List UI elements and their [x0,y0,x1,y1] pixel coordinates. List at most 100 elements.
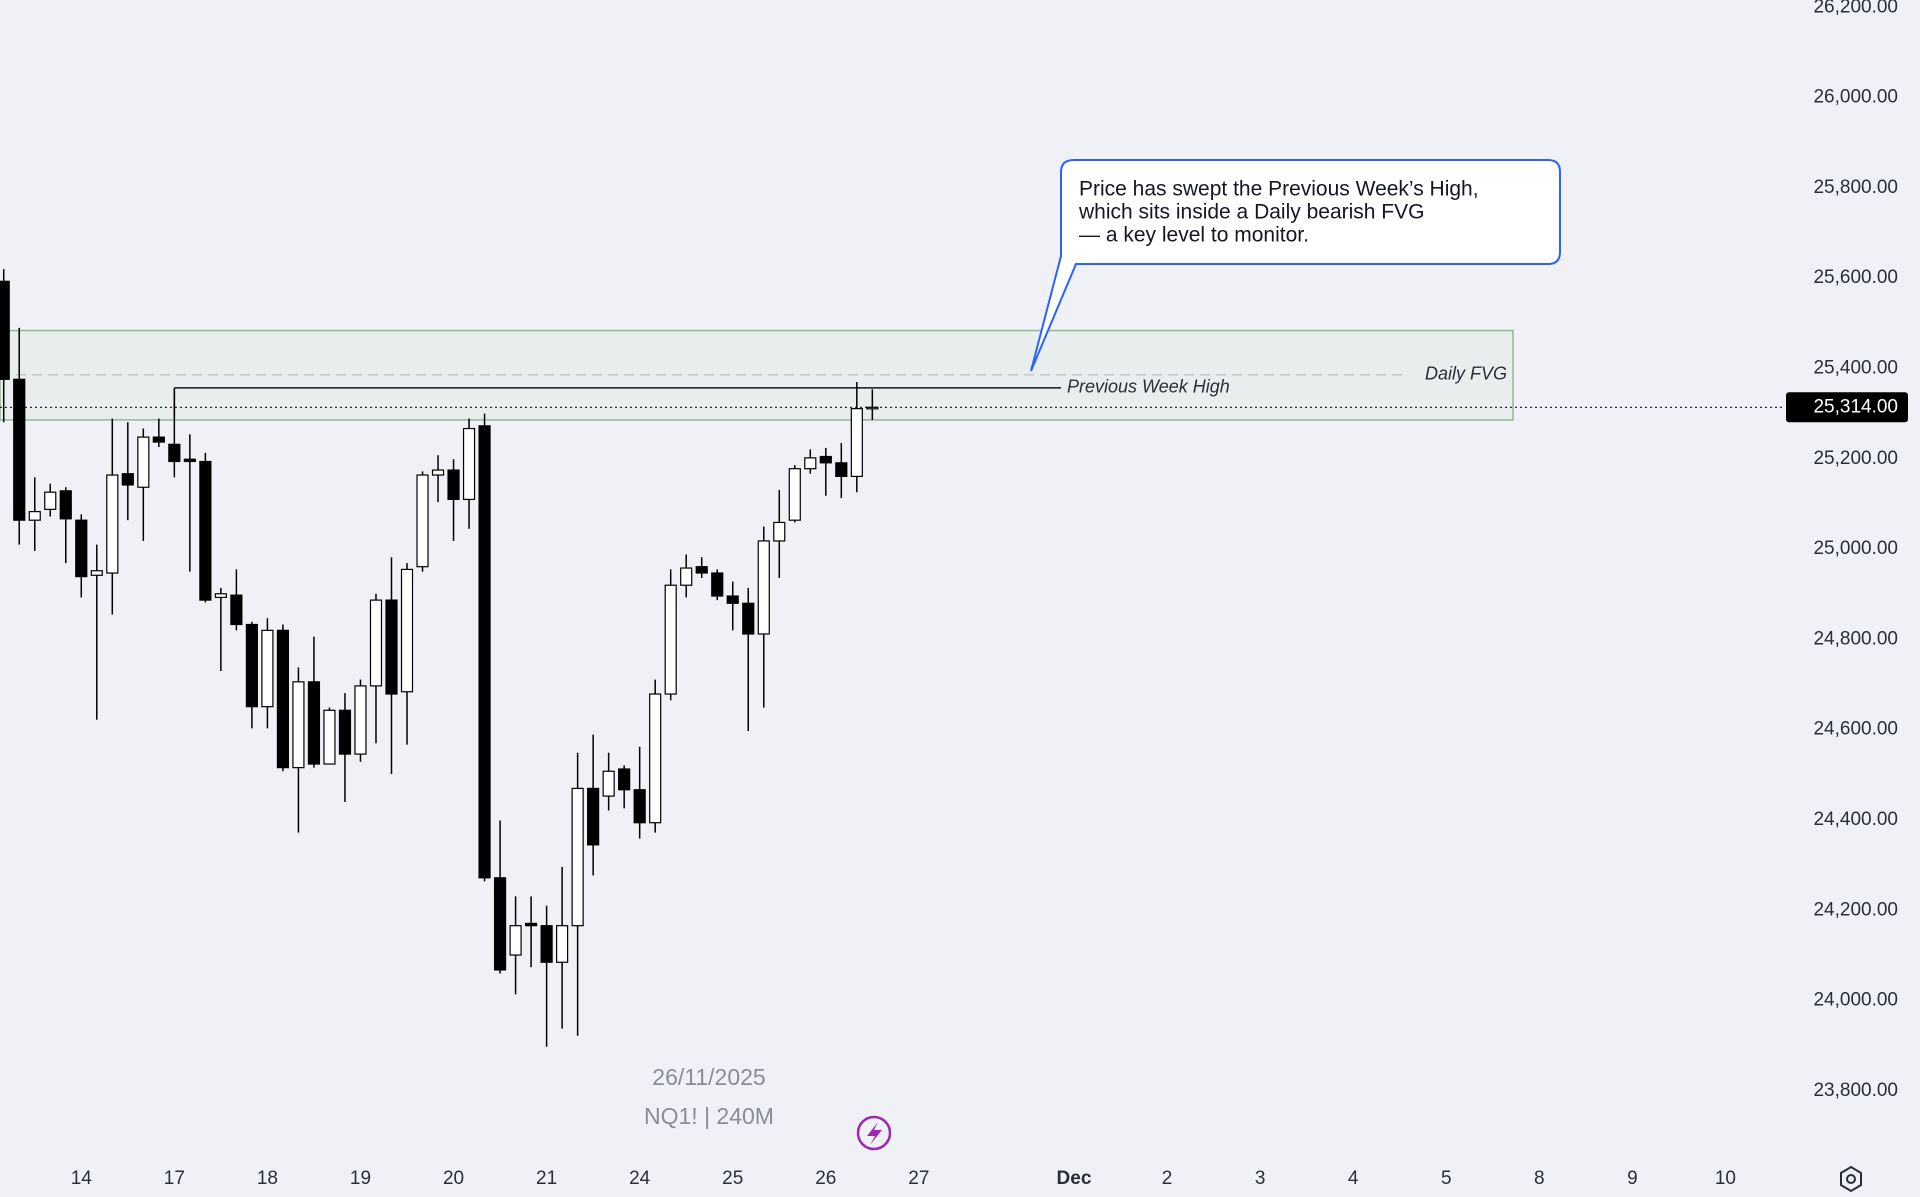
candle-body [757,540,770,635]
candle-body [695,566,708,574]
y-tick-label: 26,200.00 [1813,0,1898,17]
x-tick-label: 2 [1162,1168,1173,1189]
candle-body [633,789,646,824]
x-tick-label: 25 [722,1168,743,1189]
settings-icon-center [1846,1174,1856,1184]
x-tick-label: 5 [1441,1168,1452,1189]
last-price-box [1786,392,1908,423]
callout-line: — a key level to monitor. [1079,224,1309,247]
candle-body [680,567,693,586]
candle-body [292,681,305,769]
candle-body [75,519,88,578]
candle-body [338,709,352,755]
candle-body [90,570,103,576]
candle-body [230,594,243,626]
candle-body [602,770,615,797]
candle-body [524,922,538,927]
y-tick-label: 25,000.00 [1813,538,1898,559]
candle-body [0,280,10,380]
y-tick-label: 24,800.00 [1813,628,1898,649]
candle-body [168,443,181,463]
y-tick-label: 25,200.00 [1813,448,1898,469]
candle-body [447,469,460,501]
candle-body [711,572,724,597]
y-tick-label: 24,600.00 [1813,719,1898,740]
y-tick-label: 24,200.00 [1813,899,1898,920]
candle-body [835,462,848,477]
x-tick-label: 8 [1534,1168,1545,1189]
candle-body [509,925,522,956]
x-axis: 14 17 18 19 20 21 24 25 26 27 Dec 2 3 4 5 8 9 10 [71,1168,1736,1189]
y-tick-label: 26,000.00 [1813,87,1898,108]
settings-icon[interactable] [1840,1165,1862,1193]
candle-body [850,408,863,477]
y-tick-label: 23,800.00 [1813,1080,1898,1101]
y-tick-label: 25,400.00 [1813,357,1898,378]
candle-body [571,787,584,927]
last-price-label: 25,314.00 [1813,396,1898,417]
x-tick-label: 26 [815,1168,836,1189]
symbol-watermark: NQ1! | 240M [644,1103,774,1129]
candle-body [214,593,227,599]
candle-body [478,425,491,879]
candle-body [649,693,662,824]
alert-bolt [867,1122,882,1145]
levels: Daily FVG Previous Week High 25,314.00 [0,329,1908,423]
candle-body [493,877,507,971]
candle-body [431,469,445,476]
x-tick-label: 9 [1627,1168,1638,1189]
x-tick-label: 10 [1715,1168,1736,1189]
y-axis: 23,800.00 24,000.00 24,200.00 24,400.00 24,6… [1813,0,1898,1101]
candle-body [28,511,41,521]
candle-body [245,623,258,708]
x-tick-label: 21 [536,1168,557,1189]
candle-body [556,925,569,963]
y-tick-label: 25,800.00 [1813,177,1898,198]
candle-body [369,599,383,687]
x-tick-label: 18 [257,1168,278,1189]
callout-line: which sits inside a Daily bearish FVG [1078,201,1424,224]
candles [0,269,879,1047]
candle-body [276,629,290,769]
candle-body [152,436,165,443]
candle-body [416,474,429,568]
candle-body [788,468,801,521]
candle-body [587,787,600,846]
x-tick-label: 27 [908,1168,929,1189]
candle-body [307,681,321,765]
alert-icon[interactable] [856,1115,892,1151]
y-tick-label: 25,600.00 [1813,267,1898,288]
x-tick-label: 20 [443,1168,464,1189]
candle-body [664,584,677,695]
candle-body [618,768,631,791]
candle-body [13,378,26,521]
candle-body [199,460,212,601]
x-tick-label: Dec [1057,1168,1092,1189]
candle-body [261,629,274,708]
date-watermark: 26/11/2025 [652,1064,765,1090]
candle-body [106,474,119,574]
x-tick-label: 17 [164,1168,185,1189]
x-tick-label: 4 [1348,1168,1359,1189]
candle-body [44,491,57,510]
candle-body [323,709,336,765]
candle-body [540,925,553,963]
candle-body [866,406,879,410]
candle-body [121,473,134,486]
callout-line: Price has swept the Previous Week’s High… [1079,178,1479,201]
candle-body [819,455,832,464]
fvg-label: Daily FVG [1425,364,1507,384]
candle-body [183,458,196,463]
candle-body [804,457,817,470]
candle-body [59,490,72,520]
callout-box [1030,159,1561,372]
candle-body [400,568,414,693]
y-tick-label: 24,000.00 [1813,990,1898,1011]
x-tick-label: 3 [1255,1168,1266,1189]
y-tick-label: 24,400.00 [1813,809,1898,830]
candle-body [742,602,755,635]
candle-body [726,595,739,604]
candle-body [354,685,367,755]
